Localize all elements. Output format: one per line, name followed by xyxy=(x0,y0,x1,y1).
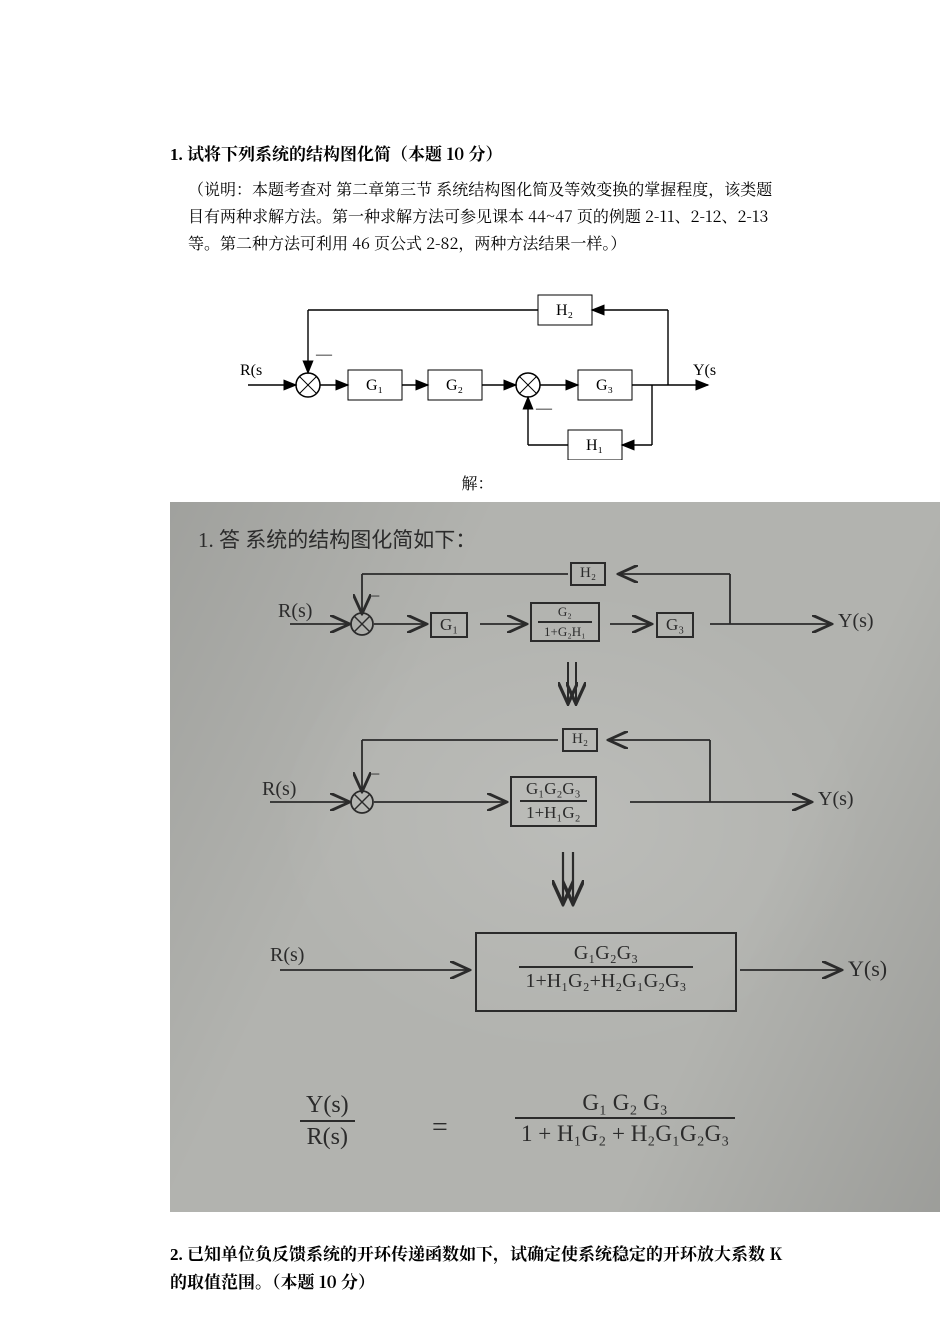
q1-title: 试将下列系统的结构图化简（本题 10 分） xyxy=(187,140,503,165)
hw-row2-Rs: R(s) xyxy=(262,778,296,801)
hw-row3-Ys: Y(s) xyxy=(848,956,887,982)
q2-title-line1: 已知单位负反馈系统的开环传递函数如下，试确定使系统稳定的开环放大系数 K xyxy=(187,1240,782,1265)
hw-row1-mid: G₂ 1+G₂H₁ xyxy=(530,602,600,643)
sum-junction-1 xyxy=(296,373,320,397)
q2-heading: 2. 已知单位负反馈系统的开环传递函数如下，试确定使系统稳定的开环放大系数 K … xyxy=(170,1240,785,1295)
sum-junction-2 xyxy=(516,373,540,397)
svg-text:−: − xyxy=(370,764,380,784)
block-diagram: R(s Y(s G₁ G₂ G₃ H xyxy=(238,275,718,465)
minus-1: — xyxy=(315,346,333,363)
hw-row2-box: G₁G₂G₃ 1+H₁G₂ xyxy=(510,776,597,827)
hw-row3-Rs: R(s) xyxy=(270,944,304,967)
hw-row1-Rs: R(s) xyxy=(278,600,312,623)
minus-2: — xyxy=(535,400,553,417)
hw-row2-H2: H₂ xyxy=(562,728,598,752)
hw-row1-G1: G₁ xyxy=(430,612,468,638)
svg-text:−: − xyxy=(370,586,380,606)
q2-title-line2: 的取值范围。（本题 10 分） xyxy=(170,1268,375,1293)
hw-final-lhs: Y(s) R(s) xyxy=(300,1092,355,1151)
block-G1-label: G₁ xyxy=(366,377,383,394)
diagram-label-R: R(s xyxy=(240,362,262,379)
diagram-label-Y: Y(s xyxy=(693,362,716,379)
block-G2-label: G₂ xyxy=(446,377,463,394)
hw-row3-box: G₁G₂G₃ 1+H₁G₂+H₂G₁G₂G₃ xyxy=(475,932,737,1012)
hw-row1-G3: G₃ xyxy=(656,612,694,638)
q2-number: 2. xyxy=(170,1245,183,1264)
block-H2-label: H₂ xyxy=(556,302,573,319)
handwritten-solution: 1. 答 系统的结构图化简如下： − xyxy=(170,502,940,1212)
block-G3-label: G₃ xyxy=(596,377,613,394)
q1-note: （说明：本题考查对 第二章第三节 系统结构图化简及等效变换的掌握程度，该类题目有… xyxy=(188,175,785,257)
q1-heading: 1. 试将下列系统的结构图化简（本题 10 分） xyxy=(170,140,785,165)
diagram-caption: 解： xyxy=(170,471,785,494)
hw-row1-Ys: Y(s) xyxy=(838,610,874,633)
block-H1-label: H₁ xyxy=(586,437,603,454)
hw-row2-Ys: Y(s) xyxy=(818,788,854,811)
q1-number: 1. xyxy=(170,145,183,164)
block-diagram-svg: R(s Y(s G₁ G₂ G₃ H xyxy=(238,275,718,460)
hw-final-eq: = xyxy=(432,1112,448,1144)
hw-row1-H2: H₂ xyxy=(570,562,606,586)
hw-final-rhs: G₁ G₂ G₃ 1 + H₁G₂ + H₂G₁G₂G₃ xyxy=(515,1090,735,1147)
